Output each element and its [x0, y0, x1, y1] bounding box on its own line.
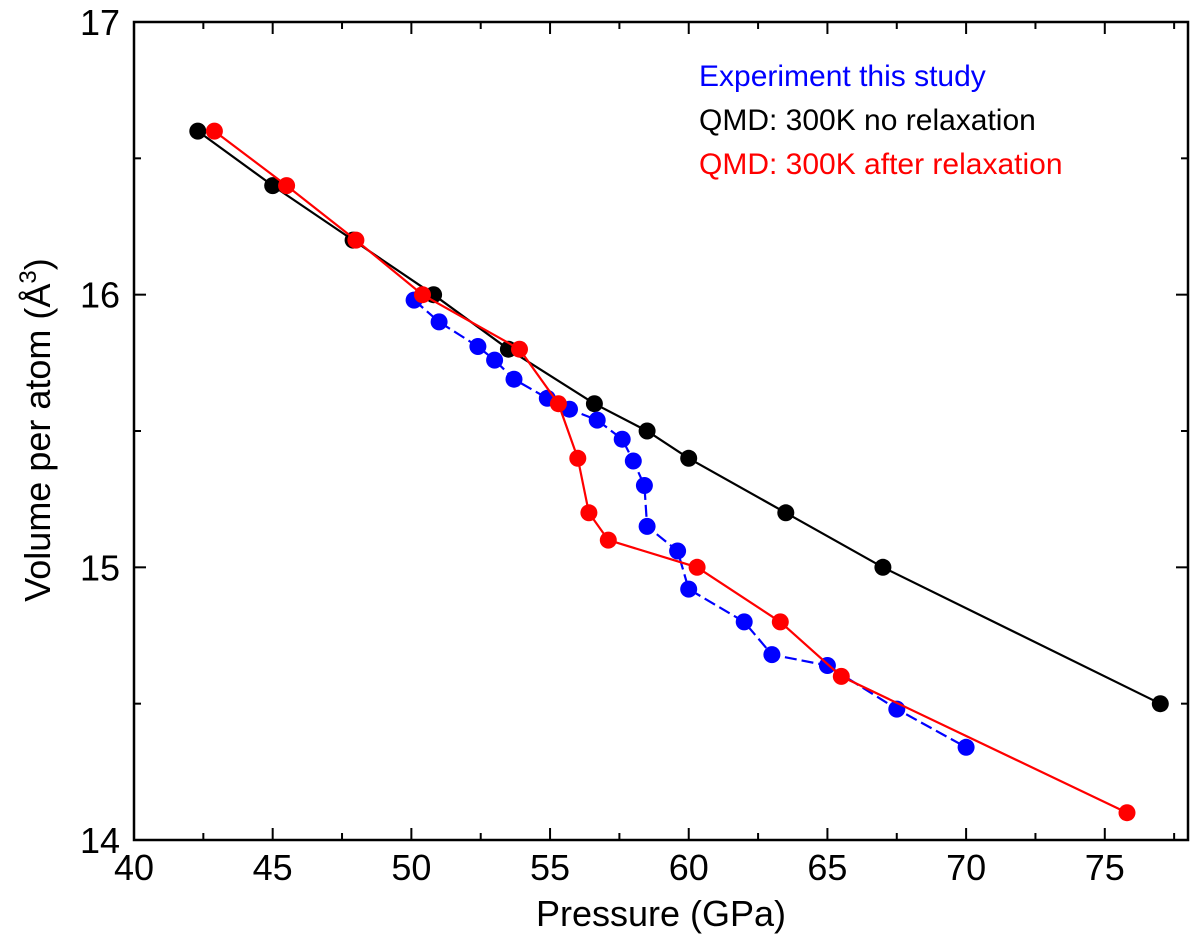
data-point: [430, 313, 448, 331]
y-axis-title: Volume per atom (Å3): [15, 258, 58, 602]
x-tick-label: 50: [391, 847, 431, 888]
x-axis-title: Pressure (GPa): [536, 893, 786, 934]
x-tick-label: 75: [1085, 847, 1125, 888]
data-point: [735, 613, 753, 631]
legend-entry: Experiment this study: [699, 60, 986, 93]
data-point: [588, 411, 606, 429]
data-point: [414, 286, 431, 304]
data-point: [688, 558, 706, 576]
data-point: [486, 351, 504, 369]
legend: Experiment this study QMD: 300K no relaxa…: [699, 60, 1063, 181]
x-tick-label: 70: [946, 847, 986, 888]
y-tick-label: 14: [80, 820, 120, 861]
legend-entry: QMD: 300K no relaxation: [699, 104, 1036, 137]
data-point: [347, 231, 365, 249]
data-point: [549, 395, 567, 413]
data-point: [638, 422, 656, 440]
data-point: [638, 517, 656, 535]
x-tick-label: 40: [114, 847, 154, 888]
axes: 40 45 50 55 60 65 70 75 14 15 16 17: [80, 2, 1190, 888]
x-tick-label: 55: [530, 847, 570, 888]
data-point: [763, 646, 781, 664]
data-point: [585, 395, 603, 413]
legend-entry: QMD: 300K after relaxation: [699, 148, 1063, 181]
data-point: [469, 338, 487, 355]
x-tick-label: 65: [807, 847, 847, 888]
data-point: [1151, 695, 1169, 713]
y-axis-title-end: ): [17, 258, 58, 270]
y-axis-title-superscript: 3: [15, 270, 42, 283]
data-point: [264, 177, 282, 195]
data-point: [635, 477, 653, 494]
data-point: [1118, 804, 1136, 822]
series-2: [205, 122, 1136, 822]
plot-frame: [132, 20, 1190, 842]
data-point: [680, 580, 698, 598]
data-point: [957, 738, 975, 756]
data-point: [777, 504, 795, 522]
y-tick-label: 17: [80, 2, 120, 43]
data-point: [205, 122, 223, 140]
data-point: [680, 449, 698, 467]
x-tick-label: 60: [669, 847, 709, 888]
data-point: [189, 122, 207, 140]
x-tick-label: 45: [253, 847, 293, 888]
data-point: [832, 667, 850, 685]
series-layer: [189, 122, 1169, 822]
data-point: [511, 340, 528, 358]
data-point: [669, 542, 687, 560]
series-1: [189, 122, 1169, 713]
data-point: [569, 449, 587, 467]
data-point: [771, 613, 789, 631]
data-point: [624, 452, 642, 470]
data-point: [613, 430, 631, 448]
data-point: [599, 531, 617, 549]
data-point: [505, 370, 523, 388]
y-tick-label: 15: [80, 547, 120, 588]
y-tick-label: 16: [80, 275, 120, 316]
data-point: [874, 558, 892, 576]
series-0: [405, 291, 975, 756]
data-point: [278, 177, 296, 195]
series-line: [197, 130, 1161, 705]
y-axis-title-main: Volume per atom (Å: [17, 284, 58, 602]
data-point: [580, 504, 598, 522]
